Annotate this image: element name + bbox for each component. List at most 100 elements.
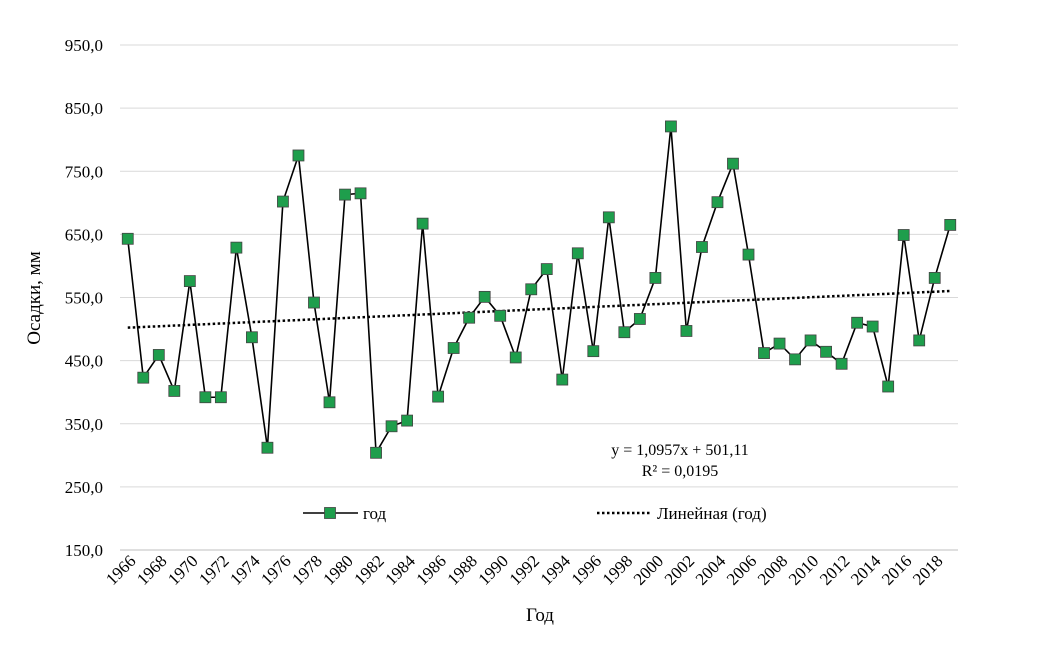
data-point bbox=[696, 241, 708, 253]
y-tick-label: 350,0 bbox=[65, 415, 103, 434]
data-point bbox=[463, 311, 476, 324]
y-axis-ticks: 150,0 250,0 350,0 450,0 550,0 650,0 750,0 850,0… bbox=[65, 36, 103, 560]
equation-label: y = 1,0957x + 501,11 bbox=[611, 442, 748, 459]
data-point bbox=[246, 331, 258, 344]
x-tick-label: 2006 bbox=[723, 551, 760, 588]
x-tick-label: 2010 bbox=[785, 551, 822, 588]
data-point bbox=[525, 283, 538, 296]
data-point bbox=[137, 371, 150, 384]
data-point bbox=[432, 390, 445, 403]
data-point bbox=[866, 320, 879, 333]
y-tick-label: 450,0 bbox=[65, 352, 103, 371]
x-tick-label: 2008 bbox=[754, 551, 791, 588]
y-tick-label: 650,0 bbox=[65, 225, 103, 244]
data-point bbox=[587, 345, 600, 358]
data-point bbox=[152, 349, 165, 361]
x-tick-label: 1996 bbox=[568, 551, 605, 588]
x-tick-label: 2012 bbox=[816, 551, 853, 588]
data-point bbox=[261, 441, 274, 454]
y-tick-label: 850,0 bbox=[65, 99, 103, 118]
y-tick-label: 150,0 bbox=[65, 541, 103, 560]
x-tick-label: 1990 bbox=[475, 551, 512, 588]
data-point bbox=[230, 241, 243, 254]
data-point bbox=[199, 391, 212, 404]
legend-series-label: год bbox=[363, 504, 387, 523]
data-point bbox=[416, 217, 429, 230]
x-tick-label: 1986 bbox=[412, 551, 449, 588]
x-tick-label: 1984 bbox=[381, 551, 419, 589]
x-tick-label: 1994 bbox=[537, 551, 575, 589]
data-point bbox=[789, 353, 801, 366]
data-point bbox=[618, 326, 631, 339]
data-point bbox=[214, 391, 227, 404]
gridlines bbox=[120, 44, 958, 488]
x-tick-label: 1976 bbox=[257, 551, 294, 588]
data-point bbox=[665, 120, 677, 133]
data-point bbox=[308, 296, 320, 309]
x-tick-label: 2004 bbox=[692, 551, 730, 589]
trendline bbox=[127, 289, 951, 329]
x-axis-ticks: 1966196819701972197419761978198019821984… bbox=[102, 551, 946, 589]
x-tick-label: 2000 bbox=[630, 551, 667, 588]
data-point bbox=[727, 157, 739, 170]
data-point bbox=[913, 334, 926, 347]
data-point bbox=[773, 337, 786, 350]
data-point bbox=[742, 248, 755, 261]
x-axis-title: Год bbox=[526, 605, 554, 626]
legend: год Линейная (год) bbox=[303, 504, 767, 523]
x-tick-label: 2002 bbox=[661, 551, 698, 588]
data-point bbox=[121, 232, 134, 245]
data-point bbox=[183, 275, 196, 287]
data-point bbox=[370, 446, 382, 459]
data-point bbox=[711, 196, 724, 209]
data-point bbox=[447, 342, 460, 354]
data-point bbox=[633, 313, 646, 325]
series-markers bbox=[121, 120, 957, 459]
x-tick-label: 2016 bbox=[878, 551, 915, 588]
x-tick-label: 1998 bbox=[599, 551, 636, 588]
data-point bbox=[804, 334, 817, 347]
y-axis-title: Осадки, мм bbox=[24, 251, 45, 344]
data-point bbox=[540, 263, 553, 275]
legend-trend-label: Линейная (год) bbox=[657, 504, 767, 523]
x-tick-label: 1972 bbox=[195, 551, 232, 588]
data-point bbox=[851, 316, 864, 329]
data-point bbox=[758, 347, 770, 359]
data-point bbox=[820, 345, 832, 358]
data-point bbox=[385, 420, 398, 433]
data-point bbox=[339, 188, 351, 201]
data-point bbox=[494, 309, 507, 322]
data-point bbox=[897, 229, 910, 241]
x-tick-label: 1980 bbox=[319, 551, 356, 588]
data-point bbox=[928, 272, 941, 284]
data-point bbox=[323, 396, 336, 409]
data-point bbox=[571, 247, 584, 260]
x-tick-label: 1966 bbox=[102, 551, 139, 588]
legend-series-marker bbox=[324, 507, 336, 519]
x-tick-label: 1970 bbox=[164, 551, 201, 588]
data-point bbox=[292, 149, 305, 162]
x-tick-label: 1968 bbox=[133, 551, 170, 588]
data-point bbox=[168, 385, 181, 397]
x-tick-label: 1982 bbox=[350, 551, 387, 588]
x-tick-label: 2014 bbox=[847, 551, 885, 589]
data-point bbox=[649, 272, 662, 284]
x-tick-label: 1988 bbox=[444, 551, 481, 588]
y-tick-label: 550,0 bbox=[65, 289, 103, 308]
x-tick-label: 2018 bbox=[909, 551, 946, 588]
x-tick-label: 1992 bbox=[506, 551, 543, 588]
data-point bbox=[354, 187, 367, 200]
data-point bbox=[944, 219, 957, 231]
y-tick-label: 250,0 bbox=[65, 478, 103, 497]
data-point bbox=[401, 414, 413, 427]
x-tick-label: 1974 bbox=[226, 551, 264, 589]
data-point bbox=[835, 357, 848, 370]
x-tick-label: 1978 bbox=[288, 551, 325, 588]
data-point bbox=[882, 380, 895, 393]
data-point bbox=[602, 211, 615, 224]
data-point bbox=[680, 325, 693, 337]
data-point bbox=[509, 351, 522, 364]
series-line-god bbox=[126, 126, 952, 456]
data-point bbox=[556, 373, 569, 386]
